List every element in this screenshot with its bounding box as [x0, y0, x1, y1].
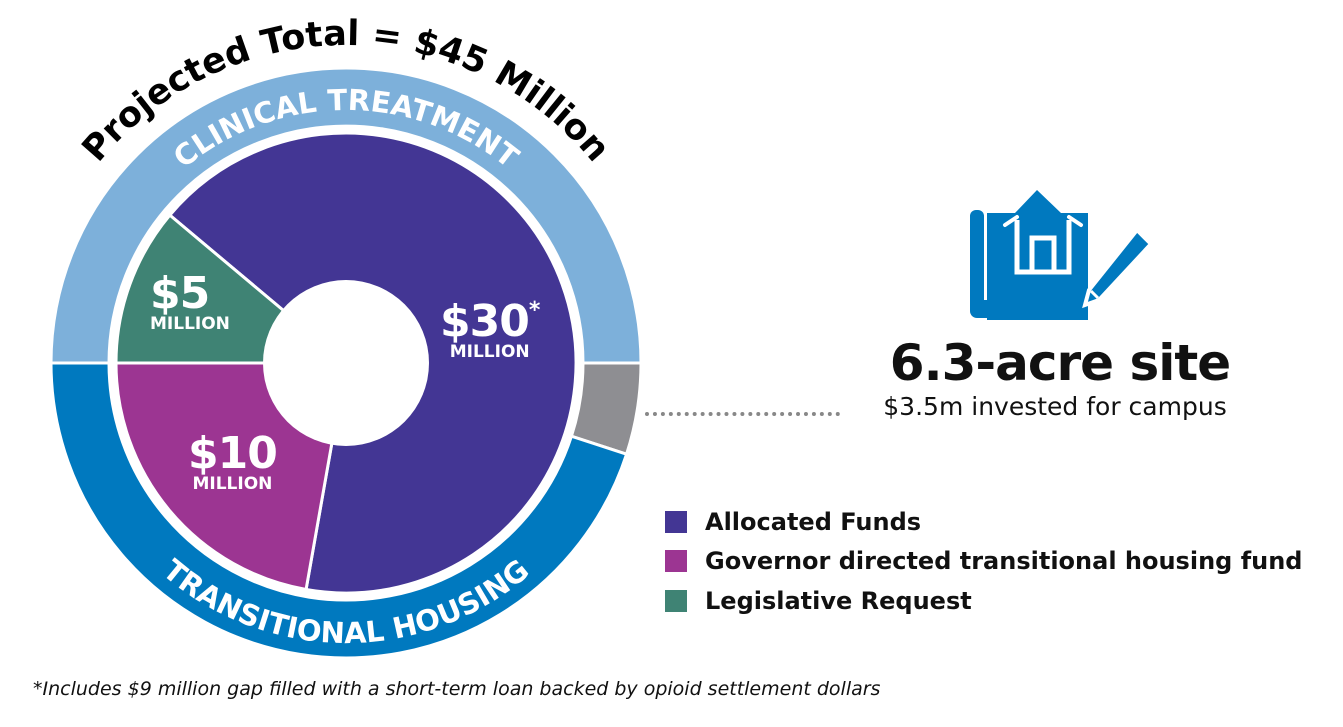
slice-value: $5: [150, 268, 210, 319]
ring-segment-transitional-housing: [49, 361, 629, 660]
slice-unit: MILLION: [449, 342, 530, 362]
outer-ring: [49, 66, 643, 660]
legend-swatch: [665, 511, 687, 533]
legend-item-legislative: Legislative Request: [665, 587, 972, 615]
legend-swatch: [665, 590, 687, 612]
legend-swatch: [665, 550, 687, 572]
legend-label: Allocated Funds: [705, 508, 922, 536]
site-subtitle: $3.5m invested for campus: [883, 392, 1227, 421]
slice-unit: MILLION: [192, 474, 273, 494]
legend-item-allocated: Allocated Funds: [665, 508, 921, 536]
slice-value: $10: [188, 428, 278, 479]
footnote-marker: *: [528, 298, 540, 323]
slice-value: $30: [440, 296, 530, 347]
legend-item-governor: Governor directed transitional housing f…: [665, 547, 1302, 575]
slice-label-legislative: $5 MILLION: [150, 272, 230, 333]
legend-label: Legislative Request: [705, 587, 972, 615]
blueprint-house-pencil-icon: [970, 190, 1154, 320]
footnote: *Includes $9 million gap filled with a s…: [33, 678, 881, 700]
dotted-connector: [645, 412, 840, 416]
donut-chart: Projected Total = $45 Million CLINICAL T…: [49, 14, 643, 660]
ring-segment-clinical-treatment: [49, 66, 643, 365]
site-title: 6.3-acre site: [889, 334, 1231, 392]
donut-hole: [263, 280, 429, 446]
legend-label: Governor directed transitional housing f…: [705, 547, 1303, 575]
slice-label-allocated: $30* MILLION: [440, 298, 540, 362]
slice-unit: MILLION: [150, 314, 230, 334]
slice-label-governor: $10 MILLION: [188, 428, 278, 494]
